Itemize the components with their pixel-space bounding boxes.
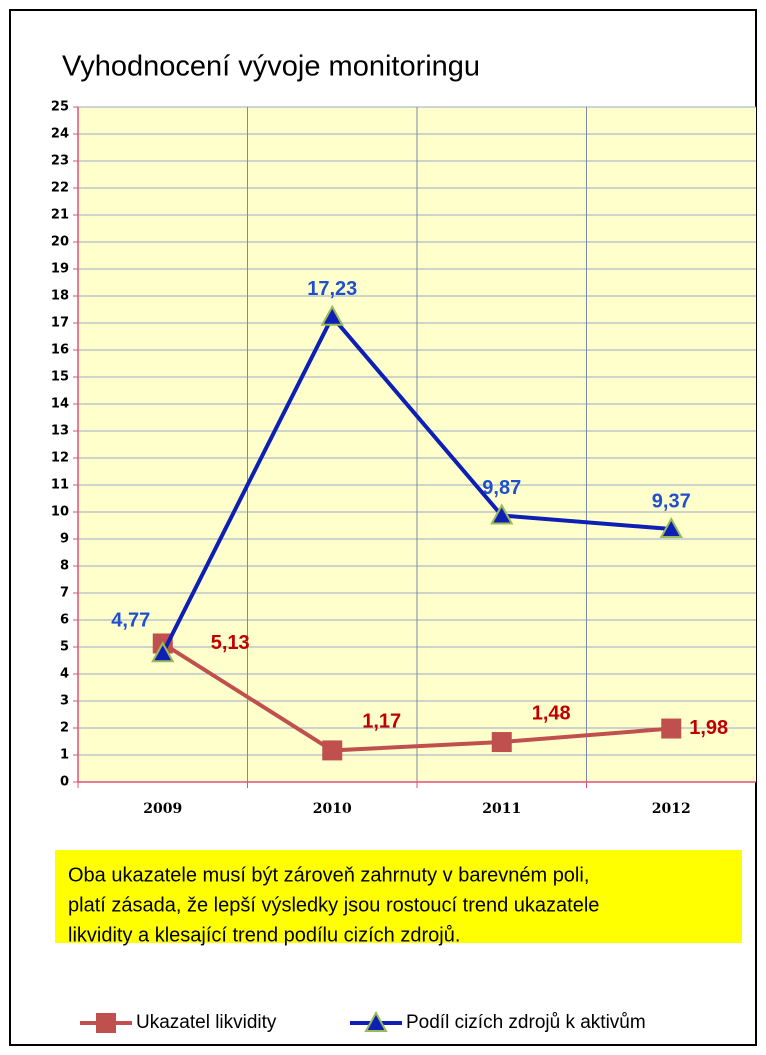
legend-label: Podíl cizích zdrojů k aktivům: [406, 1012, 646, 1033]
y-tick-label: 24: [51, 127, 69, 142]
data-label: 1,17: [362, 711, 401, 733]
data-label: 9,37: [652, 490, 691, 512]
y-tick-label: 20: [51, 235, 69, 250]
point: [661, 718, 682, 739]
data-label: 9,87: [482, 477, 521, 499]
y-tick-label: 11: [51, 478, 69, 493]
y-tick-label: 0: [60, 775, 69, 790]
legend-marker: [364, 1010, 388, 1032]
y-tick-label: 19: [51, 262, 69, 277]
y-tick-label: 6: [60, 613, 69, 628]
annotation-box: [55, 850, 742, 943]
legend-label: Ukazatel likvidity: [136, 1012, 277, 1033]
series-line: [160, 313, 672, 655]
point: [151, 641, 175, 663]
data-label: 4,77: [111, 609, 150, 631]
y-tick-label: 2: [60, 721, 69, 736]
y-tick-label: 18: [51, 289, 69, 304]
y-tick-label: 17: [51, 316, 69, 331]
y-tick-label: 10: [51, 505, 69, 520]
point: [659, 516, 683, 539]
point: [490, 503, 514, 525]
x-tick-label: 2010: [313, 801, 352, 817]
y-tick-label: 21: [51, 208, 69, 223]
data-label: 17,23: [307, 278, 357, 300]
x-tick-label: 2009: [143, 801, 182, 817]
y-tick-label: 8: [60, 559, 69, 574]
x-tick-label: 2012: [652, 801, 691, 817]
y-tick-label: 25: [51, 100, 69, 115]
data-label: 1,48: [532, 702, 571, 724]
y-tick-label: 7: [60, 586, 69, 601]
y-tick-label: 5: [60, 640, 69, 655]
point: [322, 740, 343, 761]
legend-marker: [96, 1013, 116, 1033]
y-tick-label: 13: [51, 424, 69, 439]
annotation-line: likvidity a klesající trend podílu cizíc…: [68, 924, 460, 946]
y-tick-label: 23: [51, 154, 69, 169]
chart-title: Vyhodnocení vývoje monitoringu: [62, 51, 480, 83]
y-tick-label: 16: [51, 343, 69, 358]
y-tick-label: 9: [60, 532, 69, 547]
annotation-line: platí zásada, že lepší výsledky jsou ros…: [68, 894, 599, 916]
y-tick-label: 15: [51, 370, 69, 385]
series-line: [161, 641, 672, 753]
y-tick-label: 14: [51, 397, 69, 412]
data-label: 1,98: [689, 717, 728, 739]
x-tick-label: 2011: [482, 801, 521, 817]
y-tick-label: 4: [60, 667, 69, 682]
y-tick-label: 22: [51, 181, 69, 196]
point: [491, 732, 512, 753]
annotation-line: Oba ukazatele musí být zároveň zahrnuty …: [68, 864, 589, 886]
y-tick-label: 12: [51, 451, 69, 466]
point: [320, 304, 344, 326]
y-tick-label: 1: [60, 748, 69, 763]
data-label: 5,13: [211, 632, 250, 654]
y-tick-label: 3: [60, 694, 69, 709]
